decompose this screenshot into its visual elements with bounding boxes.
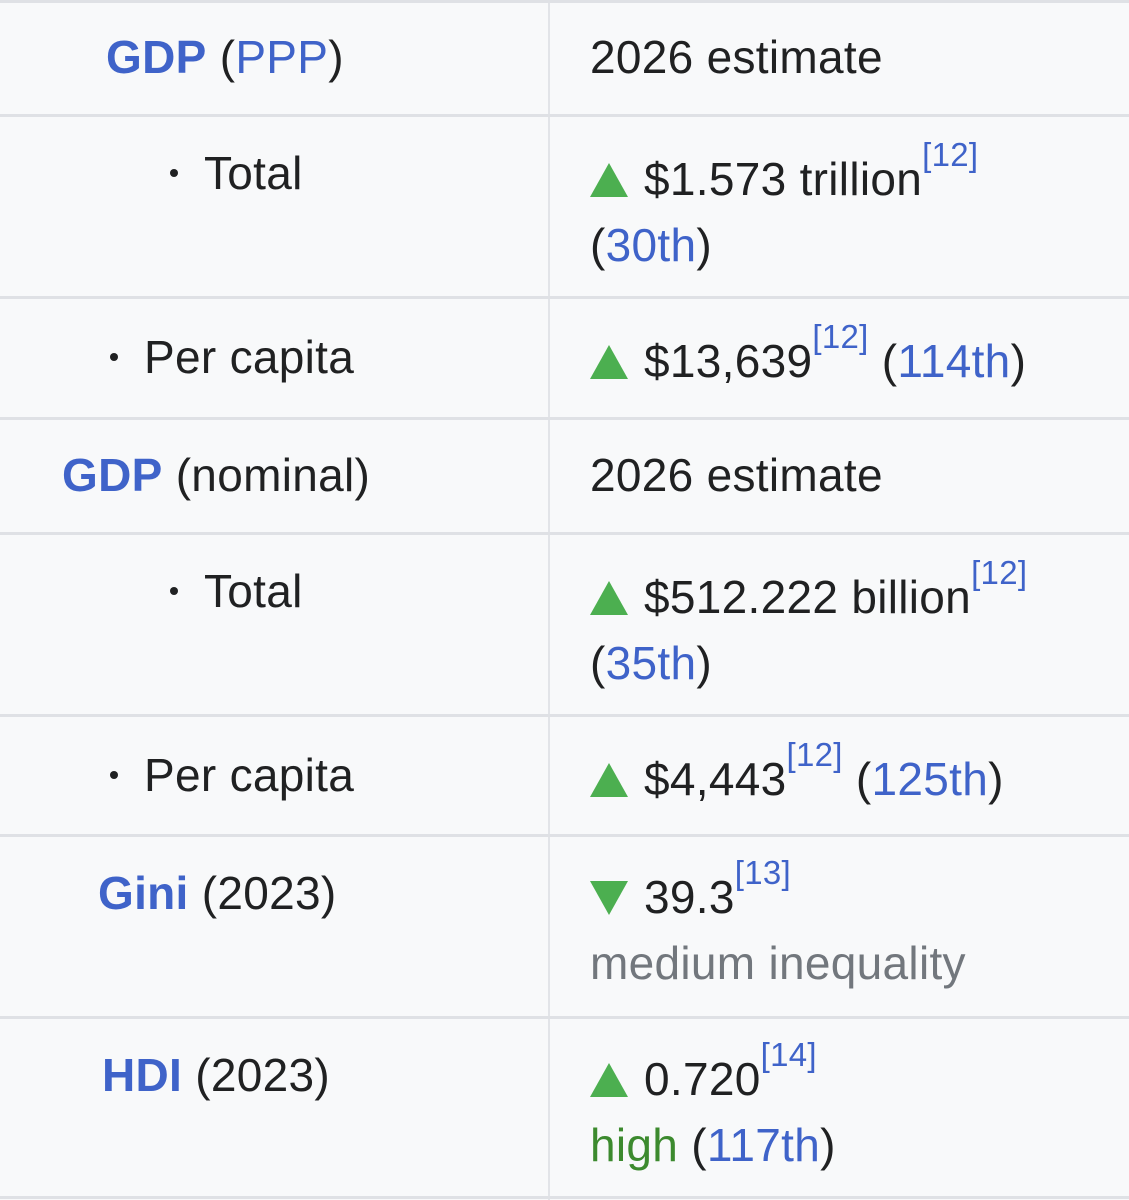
reference-link[interactable]: [12] (922, 136, 979, 173)
gini-value: 39.3[13] medium inequality (590, 856, 966, 996)
bullet-icon (170, 586, 178, 595)
hdi-note: high (590, 1119, 679, 1171)
column-divider (548, 0, 550, 1200)
rank-link[interactable]: 35th (605, 637, 697, 689)
gdp-nominal-label: GDP (nominal) (62, 448, 370, 502)
gdp-nominal-total-text: Total (204, 565, 303, 617)
gdp-ppp-link[interactable]: GDP (106, 31, 207, 83)
gdp-ppp-total-value: $1.573 trillion[12] (30th) (590, 138, 978, 278)
reference-link[interactable]: [14] (760, 1036, 817, 1073)
rank-paren-open: ( (881, 335, 898, 387)
rank-link[interactable]: 30th (605, 219, 697, 271)
gini-link[interactable]: Gini (98, 867, 189, 919)
gdp-ppp-paren-close: ) (328, 31, 344, 83)
row-divider (0, 114, 1129, 117)
row-divider (0, 296, 1129, 299)
triangle-down-icon (590, 881, 628, 915)
gdp-ppp-label: GDP (PPP) (106, 30, 344, 84)
reference-link[interactable]: [12] (812, 318, 869, 355)
gdp-ppp-per-capita-label: Per capita (110, 330, 354, 384)
gdp-ppp-total-text: Total (204, 147, 303, 199)
gdp-ppp-total-label: Total (170, 146, 303, 200)
ppp-link[interactable]: PPP (235, 31, 329, 83)
gdp-nominal-per-capita-label: Per capita (110, 748, 354, 802)
row-divider (0, 834, 1129, 837)
triangle-up-icon (590, 163, 628, 197)
gdp-ppp-per-capita-amount: $13,639 (644, 335, 813, 387)
gdp-ppp-paren-open: ( (219, 31, 236, 83)
row-divider (0, 1196, 1129, 1199)
gdp-ppp-value: 2026 estimate (590, 31, 883, 83)
rank-paren-close: ) (1010, 335, 1027, 387)
hdi-link[interactable]: HDI (102, 1049, 183, 1101)
rank-paren-open: ( (590, 637, 606, 689)
reference-link[interactable]: [12] (786, 736, 843, 773)
hdi-value: 0.720[14] high (117th) (590, 1038, 836, 1178)
bullet-icon (170, 168, 178, 177)
gdp-nominal-total-amount: $512.222 billion (644, 571, 972, 623)
triangle-up-icon (590, 1063, 628, 1097)
gdp-nominal-per-capita-value: $4,443[12] (125th) (590, 738, 1004, 812)
rank-paren-close: ) (988, 753, 1004, 805)
triangle-up-icon (590, 763, 628, 797)
rank-link[interactable]: 125th (871, 753, 989, 805)
bullet-icon (110, 770, 118, 779)
rank-paren-open: ( (855, 753, 872, 805)
gdp-nominal-total-label: Total (170, 564, 303, 618)
row-divider (0, 417, 1129, 420)
gdp-nominal-per-capita-text: Per capita (144, 749, 355, 801)
rank-paren-close: ) (696, 637, 712, 689)
row-divider (0, 1016, 1129, 1019)
row-divider (0, 714, 1129, 717)
reference-link[interactable]: [13] (734, 854, 791, 891)
hdi-year: (2023) (195, 1049, 330, 1101)
row-divider (0, 532, 1129, 535)
gini-note: medium inequality (590, 937, 966, 989)
gini-year: (2023) (201, 867, 337, 919)
gdp-ppp-total-amount: $1.573 trillion (644, 153, 923, 205)
rank-paren-open: ( (590, 219, 606, 271)
gdp-nominal-link[interactable]: GDP (62, 449, 163, 501)
gini-label: Gini (2023) (98, 866, 337, 920)
reference-link[interactable]: [12] (971, 554, 1028, 591)
gdp-ppp-per-capita-value: $13,639[12] (114th) (590, 320, 1027, 394)
rank-paren-close: ) (696, 219, 712, 271)
hdi-label: HDI (2023) (102, 1048, 330, 1102)
gini-amount: 39.3 (644, 871, 735, 923)
rank-paren-open: ( (691, 1119, 707, 1171)
hdi-amount: 0.720 (644, 1053, 761, 1105)
bullet-icon (110, 352, 118, 361)
gdp-nominal-value: 2026 estimate (590, 449, 883, 501)
triangle-up-icon (590, 581, 628, 615)
gdp-nominal-label-rest: (nominal) (175, 449, 371, 501)
gdp-nominal-per-capita-amount: $4,443 (644, 753, 787, 805)
rank-paren-close: ) (820, 1119, 836, 1171)
gdp-ppp-per-capita-text: Per capita (144, 331, 355, 383)
rank-link[interactable]: 114th (897, 335, 1011, 387)
rank-link[interactable]: 117th (706, 1119, 821, 1171)
triangle-up-icon (590, 345, 628, 379)
gdp-nominal-total-value: $512.222 billion[12] (35th) (590, 556, 1027, 696)
row-divider (0, 0, 1129, 3)
